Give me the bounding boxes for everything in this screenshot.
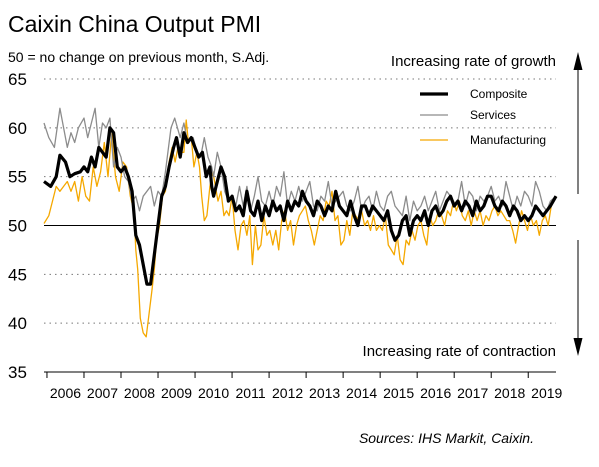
source-note: Sources: IHS Markit, Caixin. xyxy=(359,430,534,446)
x-tick-label: 2011 xyxy=(236,385,266,401)
series-line-manufacturing xyxy=(43,119,557,338)
x-tick-label: 2013 xyxy=(309,385,340,401)
x-tick-label: 2010 xyxy=(198,385,229,401)
y-tick-label: 35 xyxy=(8,363,27,382)
contraction-annotation: Increasing rate of contraction xyxy=(363,343,556,360)
legend-label-services: Services xyxy=(470,108,516,122)
y-tick-label: 65 xyxy=(8,70,27,89)
x-tick-label: 2008 xyxy=(124,385,155,401)
y-tick-label: 60 xyxy=(8,119,27,138)
x-tick-label: 2009 xyxy=(161,385,192,401)
x-tick-label: 2014 xyxy=(346,385,377,401)
axes: 35 40 45 50 55 60 65 2006 2007 2008 2009 2010 2011 20… xyxy=(8,70,563,401)
x-tick-label: 2015 xyxy=(383,385,414,401)
legend-label-manufacturing: Manufacturing xyxy=(470,133,546,147)
x-tick-label: 2017 xyxy=(457,385,488,401)
y-tick-label: 40 xyxy=(8,314,27,333)
y-tick-label: 45 xyxy=(8,265,27,284)
contraction-arrow-icon xyxy=(573,240,583,356)
growth-annotation: Increasing rate of growth xyxy=(391,53,556,70)
x-tick-label: 2007 xyxy=(87,385,118,401)
y-tick-label: 55 xyxy=(8,168,27,187)
chart-title: Caixin China Output PMI xyxy=(8,11,261,37)
x-tick-label: 2018 xyxy=(494,385,525,401)
legend: Composite Services Manufacturing xyxy=(420,87,546,147)
x-tick-label: 2012 xyxy=(272,385,303,401)
legend-label-composite: Composite xyxy=(470,87,528,101)
series-lines xyxy=(43,107,558,338)
x-tick-label: 2006 xyxy=(50,385,81,401)
series-line-composite xyxy=(43,126,558,286)
y-tick-label: 50 xyxy=(8,217,27,236)
chart-subtitle: 50 = no change on previous month, S.Adj. xyxy=(8,49,269,65)
x-tick-label: 2016 xyxy=(420,385,451,401)
x-tick-label: 2019 xyxy=(531,385,562,401)
growth-arrow-icon xyxy=(573,52,583,194)
